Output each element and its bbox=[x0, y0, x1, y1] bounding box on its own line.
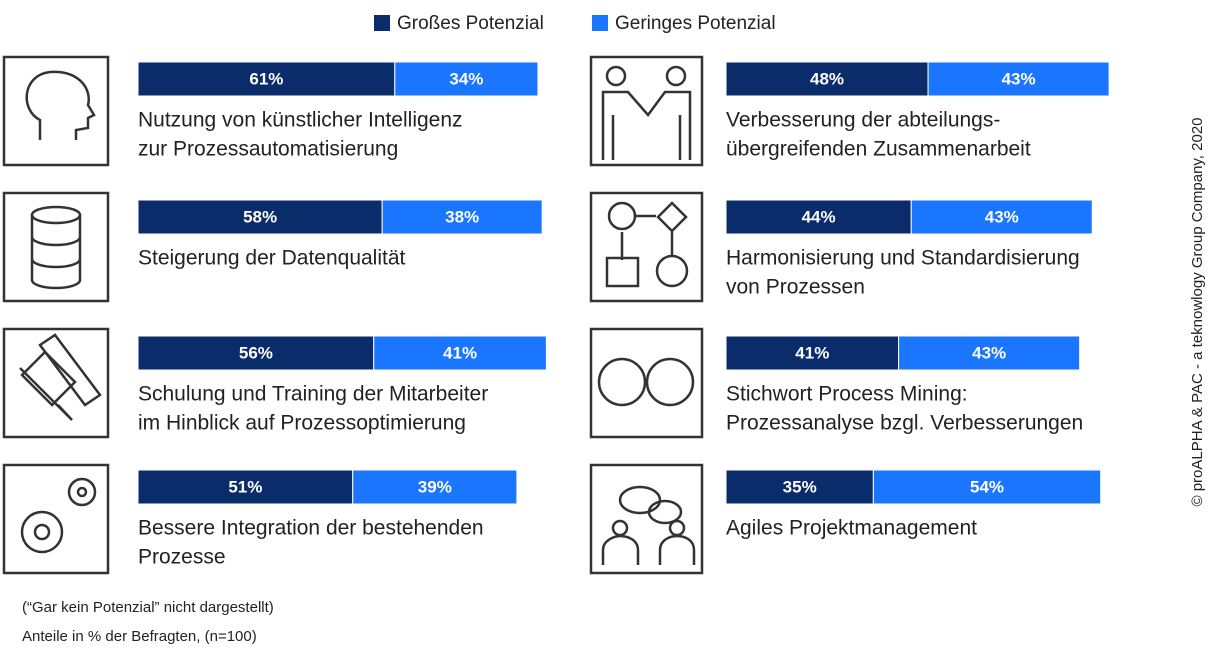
legend-swatch bbox=[374, 15, 390, 31]
icon-frame bbox=[589, 55, 704, 167]
icon-flow bbox=[605, 256, 640, 288]
value-label: 41% bbox=[443, 343, 477, 362]
icon-db bbox=[30, 215, 82, 290]
icon-db bbox=[30, 205, 82, 225]
bar-segment bbox=[381, 199, 543, 235]
category-label: Stichwort Process Mining: bbox=[726, 383, 968, 406]
legend-label: Geringes Potenzial bbox=[615, 13, 776, 34]
bar-segment bbox=[725, 469, 874, 505]
bar-segment bbox=[137, 469, 354, 505]
icon-frame bbox=[2, 55, 110, 167]
icon-gear bbox=[67, 477, 97, 507]
copyright: © proALPHA & PAC - a teknowlogy Group Co… bbox=[1189, 117, 1206, 506]
value-label: 43% bbox=[972, 343, 1006, 362]
category-label: im Hinblick auf Prozessoptimierung bbox=[138, 412, 466, 435]
category-label: Schulung und Training der Mitarbeiter bbox=[138, 383, 488, 406]
legend-label: Großes Potenzial bbox=[397, 13, 544, 34]
icon-flow bbox=[607, 201, 637, 231]
icon-flow bbox=[620, 201, 688, 260]
icon-bubble bbox=[647, 499, 683, 525]
value-label: 34% bbox=[449, 69, 483, 88]
bar-segment bbox=[872, 469, 1102, 505]
value-label: 41% bbox=[795, 343, 829, 362]
category-label: Prozesse bbox=[138, 546, 226, 569]
icon-glasses bbox=[597, 357, 647, 407]
bar-segment bbox=[352, 469, 518, 505]
value-label: 58% bbox=[243, 207, 277, 226]
icon-handshake bbox=[601, 90, 692, 160]
value-label: 43% bbox=[985, 207, 1019, 226]
bar-segment bbox=[725, 335, 900, 371]
category-label: Verbesserung der abteilungs- bbox=[726, 109, 1000, 132]
legend-swatch bbox=[592, 15, 608, 31]
value-label: 54% bbox=[970, 477, 1004, 496]
icon-gear bbox=[33, 523, 51, 541]
category-label: zur Prozessautomatisierung bbox=[138, 138, 398, 161]
bar-segment bbox=[725, 61, 929, 97]
icon-gear bbox=[20, 510, 64, 554]
value-label: 61% bbox=[249, 69, 283, 88]
icon-frame bbox=[589, 327, 704, 439]
category-label: übergreifenden Zusammenarbeit bbox=[726, 138, 1031, 161]
icon-ruler bbox=[38, 333, 102, 407]
icon-pencil bbox=[19, 350, 77, 421]
category-label: von Prozessen bbox=[726, 276, 865, 299]
category-label: Agiles Projektmanagement bbox=[726, 517, 977, 540]
icon-glasses bbox=[645, 357, 695, 407]
icon-person bbox=[605, 65, 627, 87]
icon-people bbox=[611, 519, 629, 537]
bar-segment bbox=[898, 335, 1081, 371]
bar-segment bbox=[394, 61, 539, 97]
value-label: 38% bbox=[445, 207, 479, 226]
value-label: 44% bbox=[802, 207, 836, 226]
icon-frame bbox=[2, 463, 110, 575]
bar-segment bbox=[725, 199, 912, 235]
category-label: Bessere Integration der bestehenden bbox=[138, 517, 484, 540]
value-label: 48% bbox=[810, 69, 844, 88]
icon-person bbox=[665, 65, 687, 87]
note: Anteile in % der Befragten, (n=100) bbox=[22, 628, 257, 645]
icon-head bbox=[25, 70, 96, 140]
icon-flow bbox=[655, 254, 689, 288]
icon-frame bbox=[2, 191, 110, 303]
icon-people bbox=[601, 534, 696, 565]
category-label: Harmonisierung und Standardisierung bbox=[726, 247, 1080, 270]
icon-people bbox=[668, 519, 686, 537]
value-label: 39% bbox=[418, 477, 452, 496]
value-label: 35% bbox=[783, 477, 817, 496]
icon-frame bbox=[2, 327, 110, 439]
category-label: Nutzung von künstlicher Intelligenz bbox=[138, 109, 463, 132]
icons bbox=[2, 55, 704, 575]
category-label: Steigerung der Datenqualität bbox=[138, 247, 406, 270]
icon-gear bbox=[76, 486, 88, 498]
value-label: 51% bbox=[228, 477, 262, 496]
icon-frame bbox=[589, 463, 704, 575]
note: (“Gar kein Potenzial” nicht dargestellt) bbox=[22, 599, 274, 616]
bar-segment bbox=[910, 199, 1093, 235]
icon-frame bbox=[589, 191, 704, 303]
category-label: Prozessanalyse bzgl. Verbesserungen bbox=[726, 412, 1083, 435]
value-label: 56% bbox=[239, 343, 273, 362]
value-label: 43% bbox=[1002, 69, 1036, 88]
icon-bubble bbox=[618, 485, 662, 515]
bar-segment bbox=[373, 335, 547, 371]
bar-segment bbox=[927, 61, 1110, 97]
